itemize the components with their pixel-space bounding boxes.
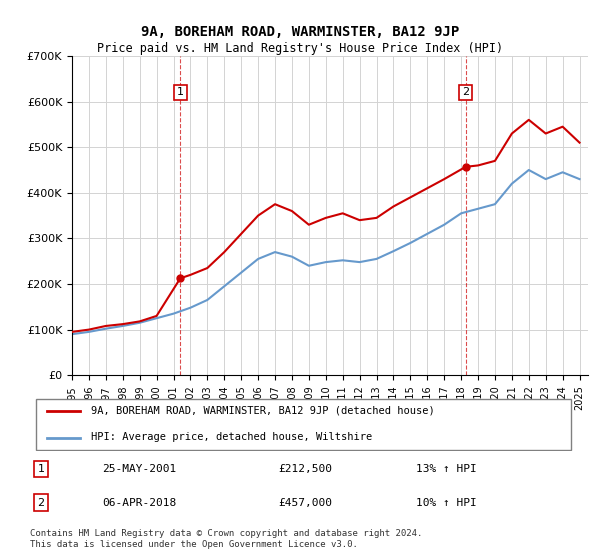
Text: 2: 2	[462, 87, 469, 97]
Text: 1: 1	[38, 464, 44, 474]
Text: 9A, BOREHAM ROAD, WARMINSTER, BA12 9JP: 9A, BOREHAM ROAD, WARMINSTER, BA12 9JP	[141, 25, 459, 39]
Text: 25-MAY-2001: 25-MAY-2001	[102, 464, 176, 474]
Text: 10% ↑ HPI: 10% ↑ HPI	[416, 498, 477, 507]
Text: Contains HM Land Registry data © Crown copyright and database right 2024.
This d: Contains HM Land Registry data © Crown c…	[30, 529, 422, 549]
Text: 06-APR-2018: 06-APR-2018	[102, 498, 176, 507]
Text: 1: 1	[177, 87, 184, 97]
Text: Price paid vs. HM Land Registry's House Price Index (HPI): Price paid vs. HM Land Registry's House …	[97, 42, 503, 55]
Text: HPI: Average price, detached house, Wiltshire: HPI: Average price, detached house, Wilt…	[91, 432, 372, 442]
Text: 9A, BOREHAM ROAD, WARMINSTER, BA12 9JP (detached house): 9A, BOREHAM ROAD, WARMINSTER, BA12 9JP (…	[91, 406, 434, 416]
FancyBboxPatch shape	[35, 399, 571, 450]
Text: 2: 2	[37, 498, 44, 507]
Text: £212,500: £212,500	[278, 464, 332, 474]
Text: £457,000: £457,000	[278, 498, 332, 507]
Text: 13% ↑ HPI: 13% ↑ HPI	[416, 464, 477, 474]
